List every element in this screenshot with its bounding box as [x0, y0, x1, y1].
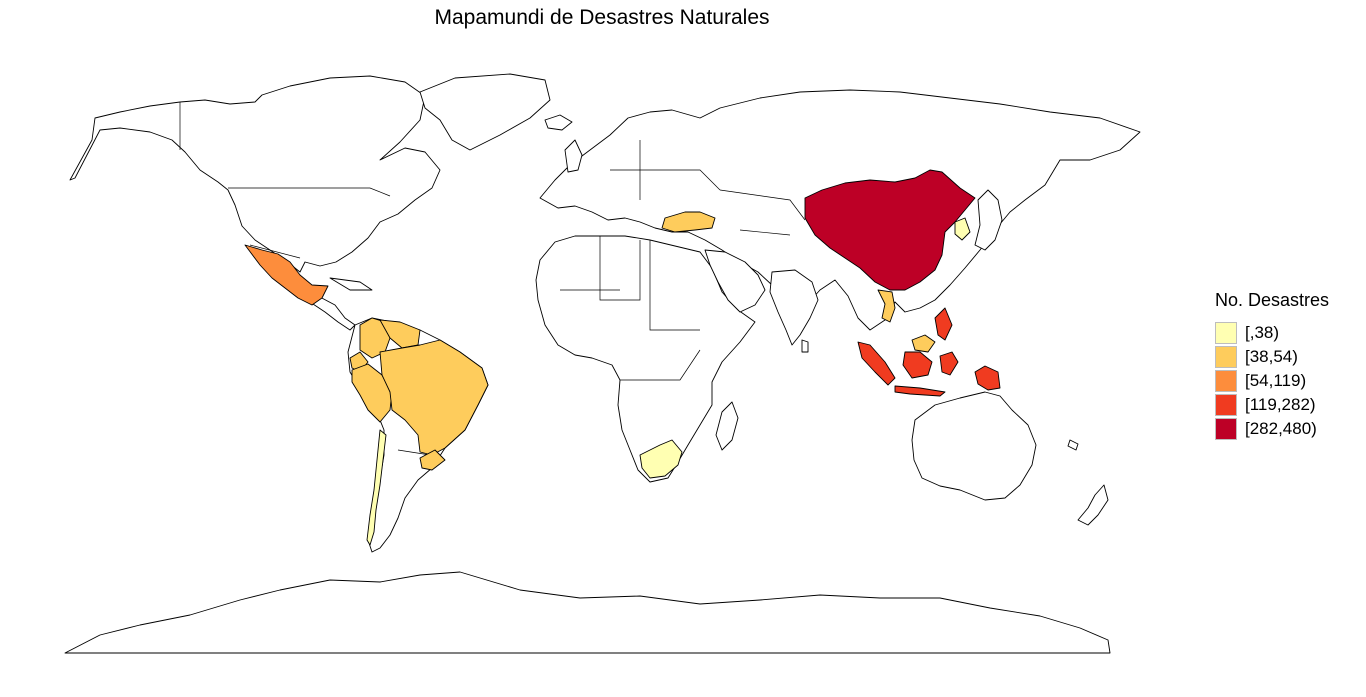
legend-item: [,38): [1215, 321, 1329, 345]
legend-label: [,38): [1245, 323, 1280, 342]
landmass-sri-lanka: [801, 339, 809, 353]
landmass-africa: [535, 235, 756, 483]
landmass-iceland: [544, 114, 573, 131]
country-china[interactable]: [804, 169, 976, 291]
country-papua[interactable]: [974, 365, 1001, 391]
country-chile[interactable]: [366, 429, 387, 546]
map-title: Mapamundi de Desastres Naturales: [434, 6, 770, 29]
country-turkey[interactable]: [661, 211, 716, 233]
country-philippines[interactable]: [934, 307, 953, 341]
legend-item: [38,54): [1215, 345, 1329, 369]
landmass-india: [769, 269, 819, 346]
country-brazil[interactable]: [379, 339, 489, 456]
country-malaysia[interactable]: [911, 334, 936, 353]
landmass-north-america: [69, 75, 441, 273]
country-south-africa[interactable]: [639, 439, 683, 479]
country-peru[interactable]: [351, 363, 393, 423]
landmass-madagascar: [715, 401, 739, 451]
legend-item: [54,119): [1215, 369, 1329, 393]
country-north-korea[interactable]: [954, 217, 971, 241]
country-indonesia-borneo[interactable]: [902, 351, 933, 379]
legend-swatch: [1215, 418, 1237, 440]
highlighted-countries: [244, 169, 1001, 546]
legend-swatch: [1215, 346, 1237, 368]
country-indonesia-sumatra[interactable]: [857, 341, 896, 386]
legend-item: [282,480): [1215, 417, 1329, 441]
legend-label: [282,480): [1245, 419, 1317, 438]
landmass-australia: [911, 391, 1037, 501]
landmass-cuba: [329, 277, 373, 291]
country-indonesia-java[interactable]: [894, 385, 946, 397]
landmass-greenland: [419, 73, 551, 151]
landmass-arabia: [704, 249, 766, 313]
legend-swatch: [1215, 322, 1237, 344]
landmass-antarctica: [64, 571, 1111, 654]
legend-swatch: [1215, 370, 1237, 392]
country-uruguay[interactable]: [419, 449, 446, 471]
landmass-new-zealand: [1077, 484, 1109, 526]
landmasses: [64, 73, 1141, 654]
landmass-uk: [564, 139, 583, 173]
country-mexico[interactable]: [244, 244, 329, 306]
legend-label: [119,282): [1245, 395, 1316, 414]
legend-label: [54,119): [1245, 371, 1307, 390]
world-map: [64, 73, 1141, 654]
landmass-japan: [974, 189, 1003, 251]
country-indonesia-sulawesi[interactable]: [939, 351, 959, 376]
landmass-new-caledonia: [1067, 439, 1079, 451]
legend-item: [119,282): [1215, 393, 1329, 417]
legend-swatch: [1215, 394, 1237, 416]
legend-label: [38,54): [1245, 347, 1298, 366]
country-colombia[interactable]: [359, 317, 391, 359]
country-vietnam[interactable]: [877, 289, 896, 323]
legend-title: No. Desastres: [1215, 290, 1330, 310]
legend: No. Desastres [,38) [38,54) [54,119) [11…: [1215, 290, 1329, 441]
